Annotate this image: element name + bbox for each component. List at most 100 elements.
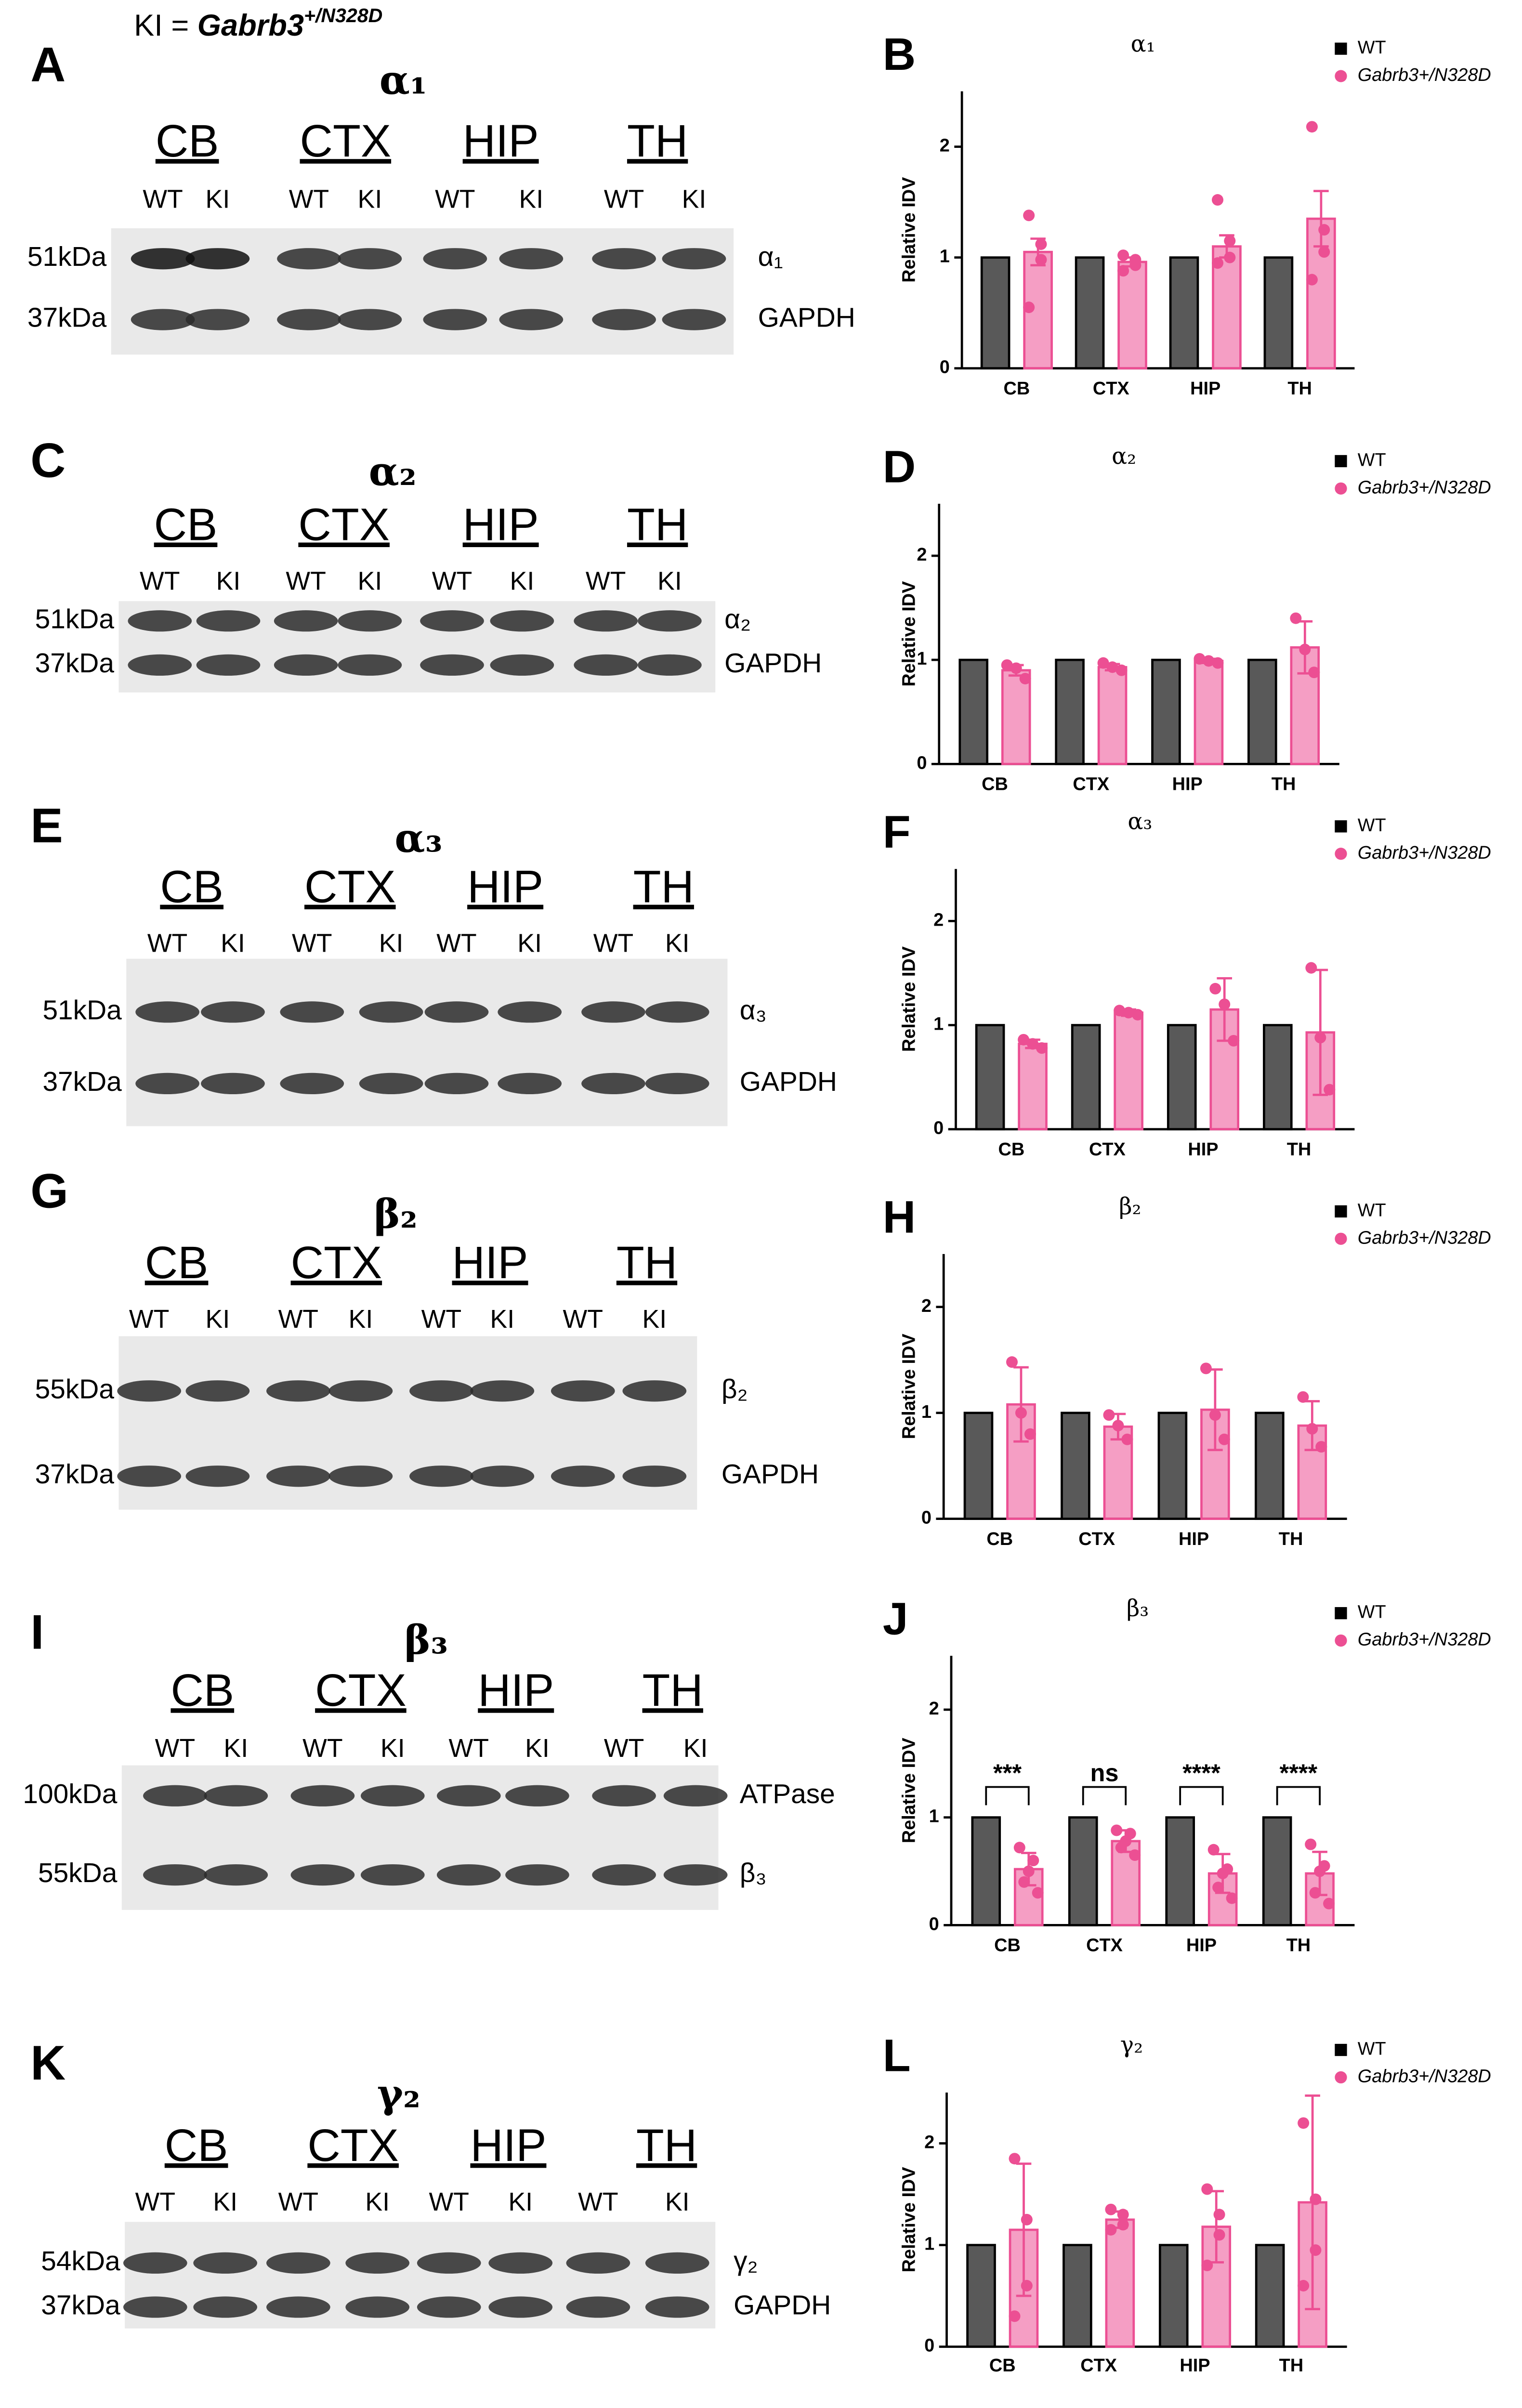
x-tick-label: HIP [1186,1936,1217,1956]
legend-label: Gabrb3+/N328D [1358,477,1491,497]
blot-band [290,1864,355,1886]
bar [1151,658,1181,765]
panel-letter: A [30,38,66,92]
band-label: GAPDH [722,1459,819,1490]
lane-label: WT [563,1305,604,1334]
blot-band [409,1466,473,1487]
blot-band [266,2296,330,2318]
bar [975,1024,1005,1131]
data-point [1027,1038,1039,1050]
lane-label: KI [223,1734,248,1763]
lane-label: KI [642,1305,667,1334]
bar [1071,1024,1101,1131]
legend-label: Gabrb3+/N328D [1358,2066,1491,2086]
panel-letter: D [883,441,916,492]
lane-label: KI [213,2187,237,2216]
blot-band [423,309,487,330]
blot-band [505,1785,569,1806]
bar [1117,261,1147,370]
significance-label: **** [1182,1759,1220,1787]
blot-band [135,1001,199,1023]
blot-band [266,1466,330,1487]
data-point [1117,265,1129,277]
data-point [1203,655,1215,667]
blot-band [328,1466,393,1487]
blot-band [645,2296,709,2318]
data-point [1224,235,1236,247]
marker-size: 51kDa [35,604,115,634]
blot-band [338,309,402,330]
blot-band [185,248,250,270]
blot-band [123,2252,187,2274]
bar [1158,2244,1189,2348]
blot-band [359,1001,423,1023]
blot-band [338,610,402,632]
bar [1255,2244,1285,2348]
significance-bracket [1082,1786,1127,1806]
band-label: α₂ [724,604,751,634]
y-tick-label: 0 [940,357,950,378]
x-tick-label: HIP [1180,2356,1210,2376]
legend-label: WT [1358,450,1386,470]
legend-marker [1335,820,1347,833]
x-tick-label: CB [998,1139,1024,1160]
data-point [1218,1433,1230,1445]
blot-band [638,654,702,676]
legend-label: Gabrb3+/N328D [1358,1228,1491,1248]
data-point [1129,1849,1141,1861]
lane-label: KI [358,566,382,595]
data-point [1194,653,1206,665]
data-point [1035,254,1047,266]
chart-title: β₂ [1119,1193,1141,1220]
blot-band [128,654,192,676]
blot-band [135,1073,199,1095]
data-point [1306,1423,1318,1435]
data-point [1314,1865,1326,1877]
region-label: TH [627,116,688,167]
lane-label: KI [665,929,690,958]
data-point [1200,1362,1212,1374]
data-point [1117,2219,1129,2231]
bar [1068,1816,1098,1926]
marker-size: 37kDa [35,648,115,679]
lane-label: WT [129,1305,170,1334]
marker-size: 55kDa [35,1374,115,1404]
ki-superscript: +/N328D [304,4,382,26]
data-point [1018,1034,1030,1046]
band-label: α₁ [758,242,783,272]
data-point [1114,1005,1126,1017]
data-point [1228,1034,1240,1047]
blot-band [185,1466,250,1487]
region-label: TH [643,1665,703,1716]
data-point [1035,238,1047,250]
panel-letter: B [883,29,916,80]
y-tick-label: 1 [921,1402,932,1422]
bar [1263,256,1294,370]
legend-marker [1335,1205,1347,1217]
panel-letter: E [30,798,63,853]
blot-band [622,1466,687,1487]
x-tick-label: CB [982,774,1008,795]
significance-label: **** [1280,1759,1318,1787]
data-point [1115,664,1128,676]
region-label: TH [627,499,688,550]
y-tick-label: 0 [924,2336,934,2356]
data-point [1121,1433,1133,1445]
data-point [1213,2209,1225,2221]
data-point [1015,1407,1027,1419]
legend-label: WT [1358,1200,1386,1220]
blot-band [277,248,341,270]
bar [971,1816,1001,1926]
data-point [1305,962,1317,974]
blot-band [193,2296,258,2318]
y-tick-label: 2 [917,545,927,565]
data-point [1103,1409,1115,1421]
y-tick-label: 0 [929,1914,939,1934]
blot-title: α₂ [369,448,417,495]
bar [1167,1024,1197,1131]
blot-band [420,654,484,676]
data-point [1024,1428,1036,1440]
blot-band [117,1466,182,1487]
blot-image [126,958,728,1126]
y-tick-label: 1 [933,1014,944,1034]
